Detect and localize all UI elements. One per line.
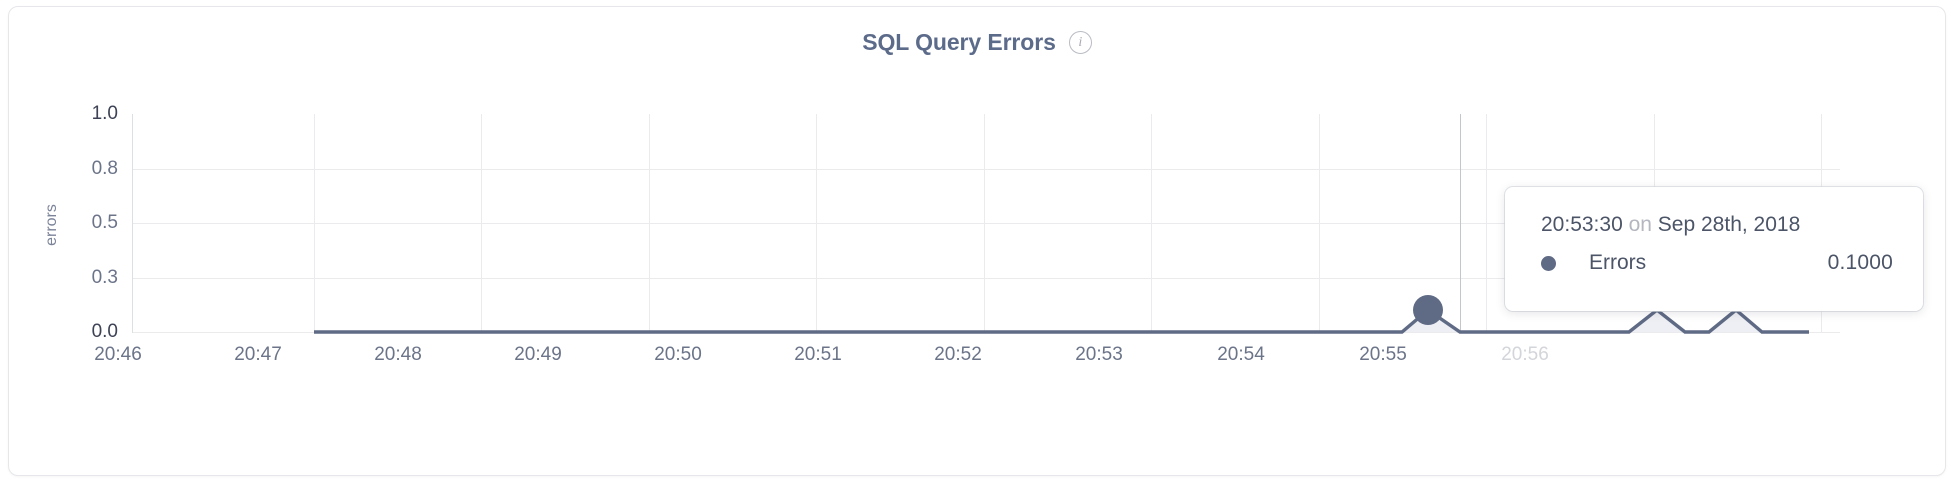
x-tick: 20:48 <box>374 344 422 365</box>
series-line <box>314 307 1809 334</box>
x-tick: 20:56 <box>1501 344 1549 365</box>
crosshair-line <box>1460 114 1461 333</box>
tooltip-series-label: Errors <box>1589 251 1647 274</box>
x-tick: 20:52 <box>934 344 982 365</box>
tooltip-date: Sep 28th, 2018 <box>1657 213 1801 236</box>
tooltip-series-value: 0.1000 <box>1827 251 1893 274</box>
chart-tooltip: 20:53:30 on Sep 28th, 2018 Errors 0.1000 <box>1505 187 1923 311</box>
gridline-vertical <box>481 114 482 333</box>
x-tick: 20:49 <box>514 344 562 365</box>
gridline-vertical <box>1319 114 1320 333</box>
tooltip-time: 20:53:30 <box>1541 213 1623 236</box>
gridline-horizontal <box>132 332 1840 333</box>
gridline-vertical <box>649 114 650 333</box>
gridline-horizontal <box>132 278 1840 279</box>
x-tick: 20:53 <box>1075 344 1123 365</box>
tooltip-timestamp: 20:53:30 on Sep 28th, 2018 <box>1541 213 1893 237</box>
y-tick: 0.0 <box>91 321 118 342</box>
x-tick: 20:54 <box>1217 344 1265 365</box>
y-tick: 1.0 <box>91 103 118 124</box>
x-tick: 20:51 <box>794 344 842 365</box>
x-tick: 20:55 <box>1359 344 1407 365</box>
gridline-vertical <box>816 114 817 333</box>
y-tick: 0.8 <box>91 158 118 179</box>
plot-area[interactable]: errors 1.0 0.8 0.5 0.3 0.0 20:4 <box>9 7 1945 475</box>
gridline-vertical <box>1151 114 1152 333</box>
chart-header: SQL Query Errors i <box>9 29 1945 56</box>
gridline-horizontal <box>132 169 1840 170</box>
x-tick: 20:50 <box>654 344 702 365</box>
tooltip-series-row: Errors 0.1000 <box>1541 251 1893 275</box>
page-title: SQL Query Errors <box>862 29 1056 55</box>
gridline-vertical <box>1486 114 1487 333</box>
series-color-dot <box>1541 255 1556 271</box>
y-axis-line <box>132 114 133 333</box>
gridline-vertical <box>984 114 985 333</box>
x-tick: 20:46 <box>94 344 142 365</box>
info-icon[interactable]: i <box>1068 31 1092 54</box>
gridline-horizontal <box>132 223 1840 224</box>
series-area-fill <box>314 310 1809 332</box>
y-axis-ticks: 1.0 0.8 0.5 0.3 0.0 <box>54 7 118 475</box>
y-tick: 0.5 <box>91 212 118 233</box>
highlighted-data-point <box>1413 295 1443 325</box>
gridline-vertical <box>314 114 315 333</box>
y-tick: 0.3 <box>91 267 118 288</box>
x-tick: 20:47 <box>234 344 282 365</box>
chart-card: SQL Query Errors i errors 1.0 0.8 0.5 0.… <box>8 6 1946 476</box>
tooltip-connector: on <box>1628 213 1652 236</box>
